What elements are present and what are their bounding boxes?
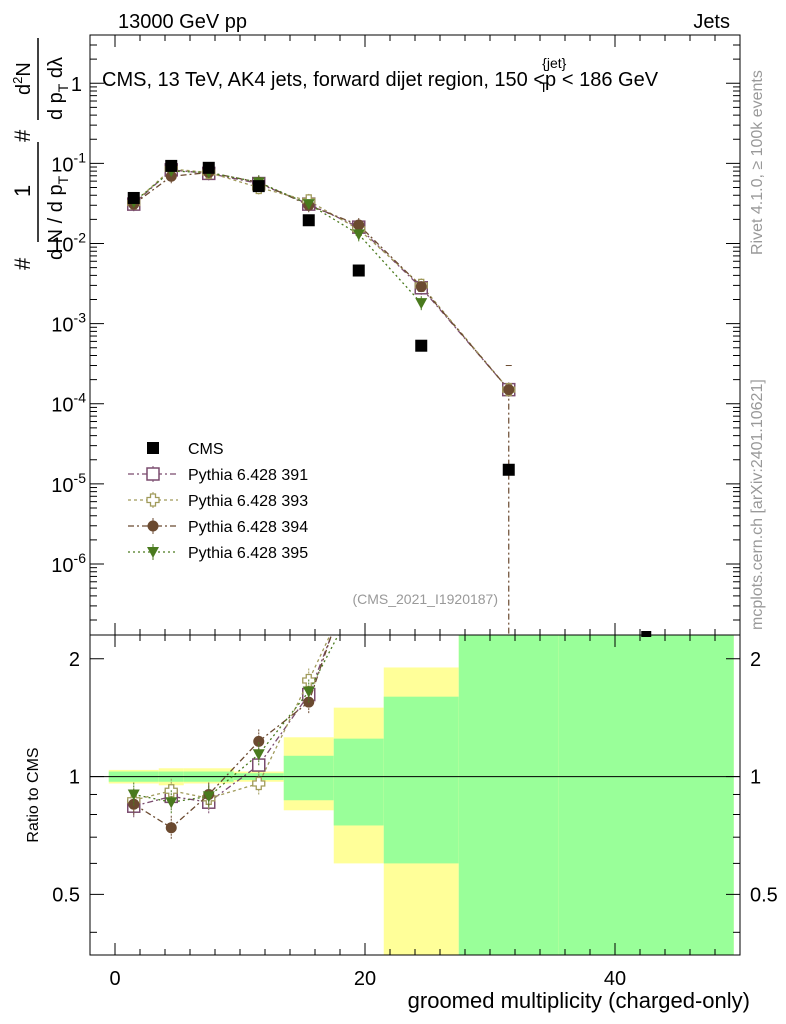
title-tail: < 186 GeV [562, 69, 659, 91]
legend-marker-0 [147, 442, 159, 454]
ratio-content [127, 635, 339, 840]
y-tick-label-main-6: 1 [71, 74, 82, 96]
cms-point-0 [127, 191, 140, 204]
y-tick-label-main-0: 10-6 [51, 550, 86, 577]
ylabel-hash-2: # [10, 129, 35, 142]
y-tick-label-main-1: 10-5 [51, 470, 86, 497]
ratio-point-2-3 [253, 735, 265, 747]
y-tick-label-ratio-left-0: 0.5 [52, 884, 80, 906]
legend-label-4: Pythia 6.428 395 [188, 545, 308, 562]
y-axis-label-ratio: Ratio to CMS [25, 747, 42, 842]
ratio-point-3-3 [252, 749, 265, 761]
y-tick-label-main-5: 10-1 [51, 149, 86, 176]
y-tick-label-main-3: 10-3 [51, 310, 86, 337]
y-tick-label-main-2: 10-4 [51, 390, 86, 417]
legend-label-3: Pythia 6.428 394 [188, 519, 308, 536]
main-content [127, 159, 516, 635]
legend: CMS Pythia 6.428 391 Pythia 6.428 393 Pythi… [128, 441, 308, 562]
y-tick-label-ratio-left-1: 1 [69, 767, 80, 789]
ylabel-hash-1: # [10, 257, 35, 270]
title-subscript: T [539, 79, 548, 95]
x-axis-label: groomed multiplicity (charged-only) [408, 988, 750, 1013]
ratio-band-stat-4 [283, 755, 334, 801]
y-tick-label-ratio-right-2: 2 [750, 649, 761, 671]
ratio-line-2 [133, 635, 333, 829]
mcplots-label: mcplots.cern.ch [arXiv:2401.10621] [749, 379, 766, 630]
ylabel-num2: d2N [10, 62, 35, 95]
x-tick-label-0: 0 [109, 968, 120, 990]
main-point-3-6 [415, 298, 428, 310]
legend-label-2: Pythia 6.428 393 [188, 493, 308, 510]
main-line-0 [133, 169, 510, 391]
legend-label-1: Pythia 6.428 391 [188, 467, 308, 484]
legend-label-0: CMS [188, 441, 224, 458]
ratio-band-stat-6 [383, 696, 459, 864]
legend-marker-3 [147, 520, 159, 532]
ratio-point-1-3 [252, 776, 266, 791]
chart-title: CMS, 13 TeV, AK4 jets, forward dijet reg… [102, 55, 659, 95]
main-point-2-5 [353, 219, 365, 231]
header-left: 13000 GeV pp [118, 11, 247, 33]
analysis-watermark: (CMS_2021_I1920187) [352, 591, 498, 607]
ratio-point-3-4 [302, 686, 315, 698]
main-line-1 [133, 168, 510, 391]
legend-marker-4 [147, 547, 159, 558]
ratio-point-3-2 [202, 791, 215, 803]
main-point-2-6 [415, 281, 427, 293]
ratio-band-stat-7 [458, 635, 559, 955]
title-superscript: {jet} [542, 55, 566, 71]
x-tick-label-2: 40 [604, 968, 626, 990]
ylabel-den1: d N / d pT [45, 175, 71, 260]
cms-point-6 [415, 339, 428, 352]
ylabel-den2: d pT dλ [45, 57, 71, 120]
ylabel-num1: 1 [10, 185, 35, 197]
cms-point-5 [352, 264, 365, 277]
y-tick-label-ratio-left-2: 2 [69, 649, 80, 671]
y-tick-label-ratio-right-1: 1 [750, 767, 761, 789]
main-point-2-7 [503, 384, 515, 396]
cms-point-7 [502, 463, 515, 476]
main-point-3-5 [352, 229, 365, 241]
cms-point-3 [252, 180, 265, 193]
y-axis-label-main: # 1 d N / d pT # d2N d pT dλ [10, 38, 71, 270]
ratio-point-3-1 [165, 797, 178, 809]
y-tick-label-ratio-right-0: 0.5 [750, 884, 778, 906]
main-line-2 [133, 171, 510, 391]
x-tick-label-1: 20 [354, 968, 376, 990]
legend-marker-1 [146, 467, 160, 481]
ratio-point-2-1 [165, 822, 177, 834]
axes-ticks [90, 34, 740, 955]
y-tick-label-main-4: 10-2 [51, 229, 86, 256]
ratio-line-1 [133, 635, 331, 801]
cms-point-1 [165, 159, 178, 172]
ratio-band-stat-5 [333, 738, 384, 826]
main-point-3-4 [302, 199, 315, 211]
ratio-bands [90, 635, 740, 955]
cms-point-2 [202, 161, 215, 174]
axes-labels: 0 20 40 10-6 10-5 10-4 10-3 10-2 10-1 1 0.5 0.5 1 1 2 2 [51, 74, 778, 990]
header-right: Jets [693, 11, 730, 33]
legend-marker-2 [146, 493, 160, 507]
ratio-band-stat-8 [558, 635, 734, 955]
cms-overflow-mark [641, 631, 652, 637]
ratio-point-3-0 [127, 789, 140, 801]
cms-point-4 [302, 214, 315, 227]
rivet-version-label: Rivet 4.1.0, ≥ 100k events [749, 70, 766, 255]
